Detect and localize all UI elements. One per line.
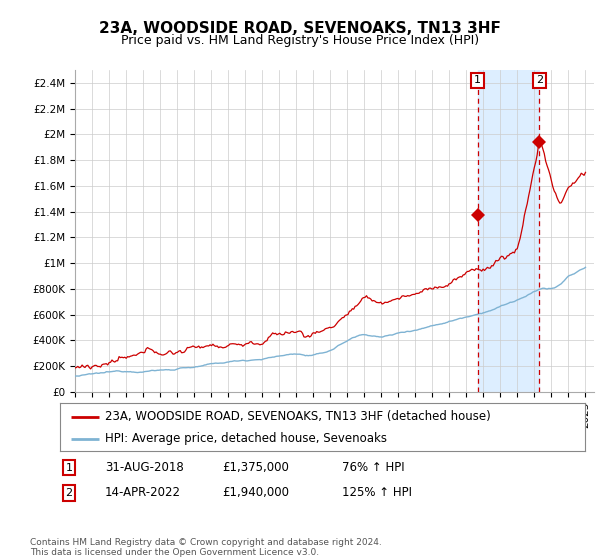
Text: 1: 1	[65, 463, 73, 473]
Text: Contains HM Land Registry data © Crown copyright and database right 2024.
This d: Contains HM Land Registry data © Crown c…	[30, 538, 382, 557]
Text: 14-APR-2022: 14-APR-2022	[105, 486, 181, 500]
Text: 1: 1	[474, 75, 481, 85]
Text: 76% ↑ HPI: 76% ↑ HPI	[342, 461, 404, 474]
Text: 2: 2	[65, 488, 73, 498]
Bar	[478, 70, 539, 392]
Text: 31-AUG-2018: 31-AUG-2018	[105, 461, 184, 474]
Text: £1,940,000: £1,940,000	[222, 486, 289, 500]
Text: Price paid vs. HM Land Registry's House Price Index (HPI): Price paid vs. HM Land Registry's House …	[121, 34, 479, 46]
Text: 23A, WOODSIDE ROAD, SEVENOAKS, TN13 3HF: 23A, WOODSIDE ROAD, SEVENOAKS, TN13 3HF	[99, 21, 501, 36]
Text: 2: 2	[536, 75, 543, 85]
Text: HPI: Average price, detached house, Sevenoaks: HPI: Average price, detached house, Seve…	[104, 432, 386, 445]
Text: 23A, WOODSIDE ROAD, SEVENOAKS, TN13 3HF (detached house): 23A, WOODSIDE ROAD, SEVENOAKS, TN13 3HF …	[104, 410, 490, 423]
Text: £1,375,000: £1,375,000	[222, 461, 289, 474]
Text: 125% ↑ HPI: 125% ↑ HPI	[342, 486, 412, 500]
